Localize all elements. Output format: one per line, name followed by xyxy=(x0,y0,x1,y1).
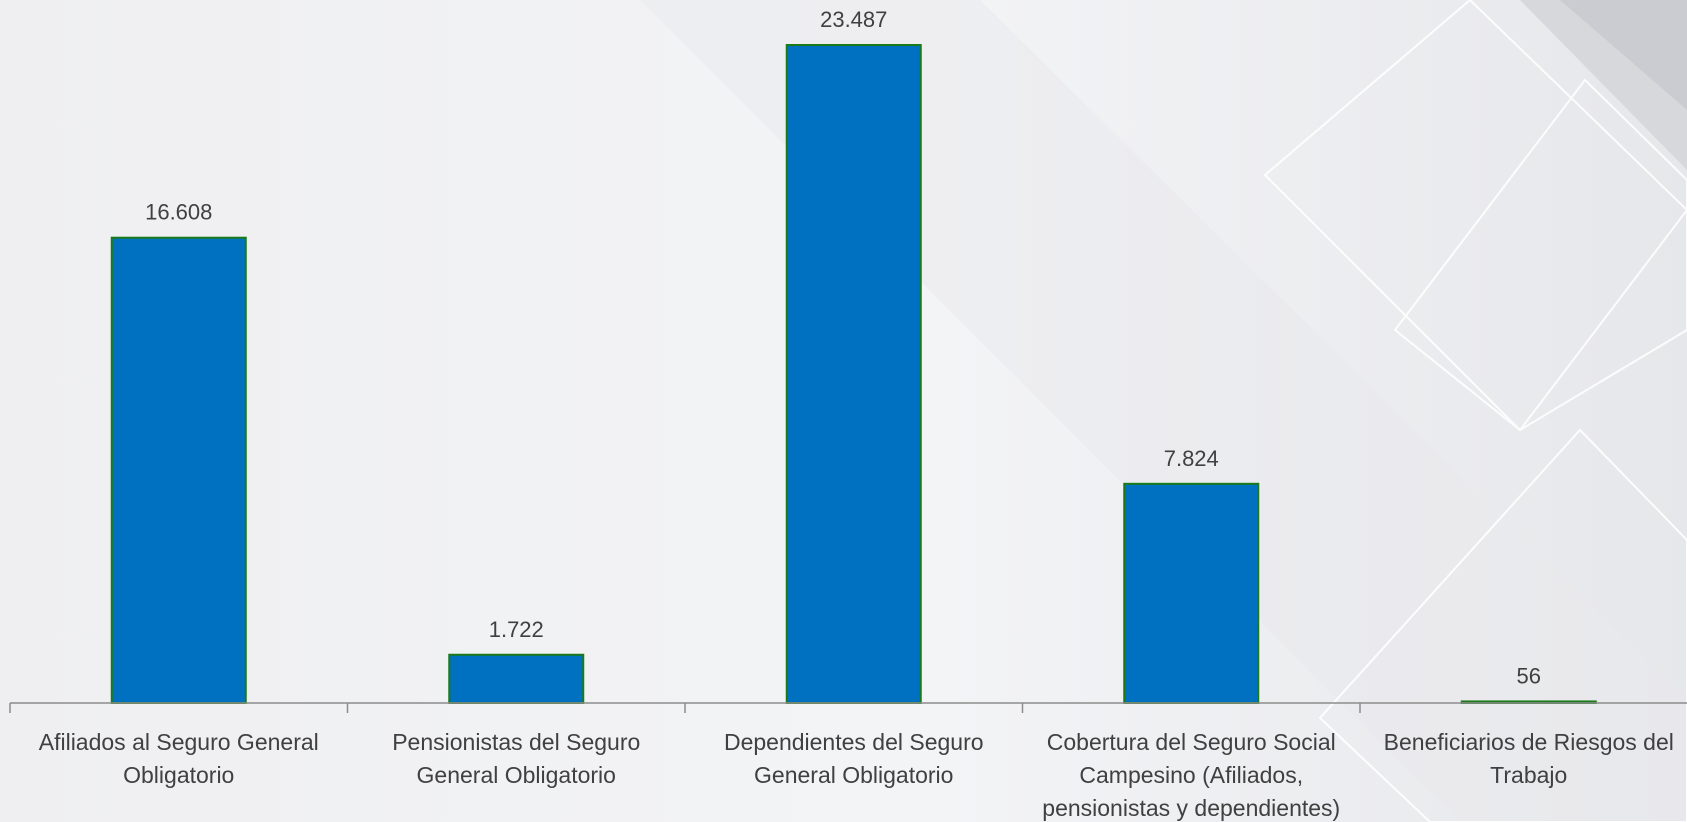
category-label-5: Beneficiarios de Riesgos del Trabajo xyxy=(1384,729,1674,788)
data-label-3: 23.487 xyxy=(820,7,887,32)
category-label-1: Afiliados al Seguro General Obligatorio xyxy=(39,729,319,788)
bar-1 xyxy=(110,236,247,705)
x-axis-ticks xyxy=(9,703,1361,713)
category-label-2: Pensionistas del Seguro General Obligator… xyxy=(392,729,640,788)
data-label-4: 7.824 xyxy=(1164,446,1219,471)
data-label-2: 1.722 xyxy=(489,617,544,642)
bar-3 xyxy=(785,44,922,704)
bar-2 xyxy=(448,653,585,705)
category-label-3: Dependientes del Seguro General Obligator… xyxy=(724,729,984,788)
bar-4 xyxy=(1123,482,1260,704)
data-label-5: 56 xyxy=(1517,663,1541,688)
data-labels-group: 16.608 1.722 23.487 7.824 56 xyxy=(145,7,1541,688)
category-label-4: Cobertura del Seguro Social Campesino (Af… xyxy=(1042,729,1340,821)
category-labels-group: Afiliados al Seguro General Obligatorio Pe… xyxy=(39,729,1674,821)
bars-group xyxy=(110,44,1597,705)
data-label-1: 16.608 xyxy=(145,200,212,225)
